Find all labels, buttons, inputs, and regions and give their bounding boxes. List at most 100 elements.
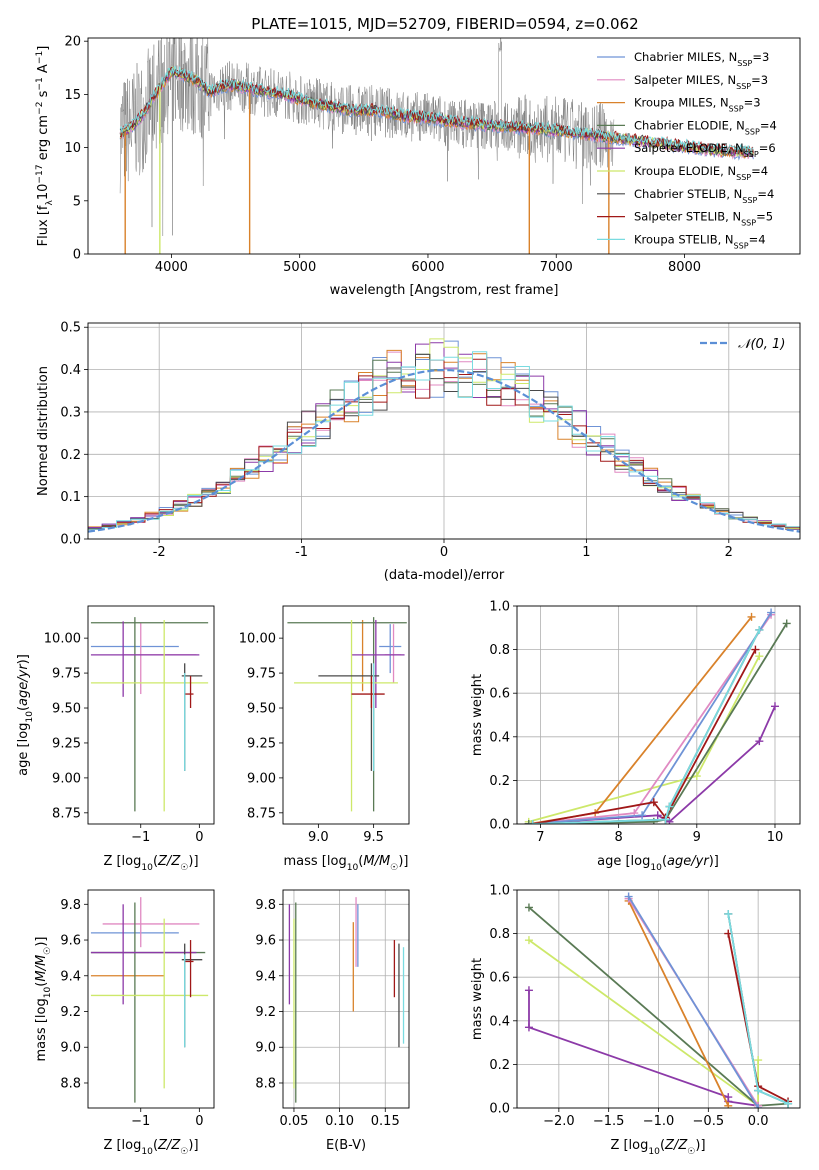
y-axis-label: Normed distribution bbox=[36, 366, 51, 496]
figure-title: PLATE=1015, MJD=52709, FIBERID=0594, z=0… bbox=[251, 15, 638, 33]
y-tick-label: 9.0 bbox=[255, 1041, 276, 1056]
axes-frame bbox=[516, 605, 801, 825]
y-tick-label: 9.75 bbox=[52, 667, 81, 682]
legend-entry: Kroupa ELODIE, NSSP=4 bbox=[634, 164, 768, 182]
point-marker bbox=[524, 936, 533, 945]
y-tick-label: 9.2 bbox=[60, 1005, 81, 1020]
x-axis-label: Z [log10(Z/Z☉)] bbox=[103, 854, 198, 873]
x-tick-label: 0 bbox=[195, 830, 203, 845]
x-axis-label: age [log10(age/yr)] bbox=[597, 854, 719, 873]
y-tick-label: 10.00 bbox=[239, 632, 276, 647]
legend-entry: Salpeter ELODIE, NSSP=6 bbox=[634, 141, 776, 159]
y-tick-label: 9.8 bbox=[60, 898, 81, 913]
x-tick-label: 2 bbox=[725, 545, 733, 560]
x-tick-label: 8000 bbox=[668, 260, 701, 275]
plot-area-weight-age bbox=[524, 608, 791, 824]
y-tick-label: 0.0 bbox=[489, 818, 510, 833]
series-line bbox=[627, 900, 730, 1107]
y-tick-label: 20 bbox=[64, 35, 81, 50]
x-tick-label: 9.5 bbox=[363, 830, 384, 845]
y-tick-label: 9.2 bbox=[255, 1005, 276, 1020]
legend-entry: Kroupa MILES, NSSP=3 bbox=[634, 96, 761, 114]
point-marker bbox=[624, 892, 633, 901]
axes-frame bbox=[282, 889, 410, 1109]
panel-weight-Z: −2.0 −1.5 −1.0 −0.5 0.0 0.0 0.2 0.4 0.6 0.8 1.0 mas… bbox=[470, 884, 801, 1157]
y-tick-label: 1.0 bbox=[489, 884, 510, 899]
x-tick-label: 7 bbox=[536, 830, 544, 845]
series-chabrier-miles bbox=[524, 608, 776, 824]
x-tick-label: −1 bbox=[131, 830, 150, 845]
y-axis-label: mass weight bbox=[470, 958, 485, 1040]
errorbar-point bbox=[184, 940, 194, 998]
errorbar-point bbox=[384, 624, 402, 683]
x-axis-label: E(B-V) bbox=[326, 1138, 366, 1153]
x-tick-label: 0.0 bbox=[748, 1114, 769, 1129]
series-kroupa-elodie bbox=[524, 936, 763, 1108]
point-marker bbox=[665, 802, 674, 811]
y-tick-label: 9.6 bbox=[255, 934, 276, 949]
y-tick-label: 8.8 bbox=[60, 1076, 81, 1091]
y-tick-label: 9.8 bbox=[255, 898, 276, 913]
series-line bbox=[528, 939, 759, 1108]
x-tick-label: 9.0 bbox=[308, 830, 329, 845]
errorbar-point bbox=[90, 904, 197, 1005]
point-marker bbox=[782, 619, 791, 628]
data-spectrum-line bbox=[119, 38, 615, 237]
y-tick-label: 8.75 bbox=[52, 806, 81, 821]
y-tick-label: 9.25 bbox=[247, 736, 276, 751]
x-tick-label: 0 bbox=[440, 545, 448, 560]
y-tick-label: 0.1 bbox=[60, 490, 81, 505]
point-marker bbox=[528, 820, 537, 824]
x-tick-label: 10 bbox=[767, 830, 784, 845]
series-line bbox=[532, 629, 761, 824]
histogram-step bbox=[88, 351, 800, 530]
x-tick-label: −1.5 bbox=[593, 1114, 625, 1129]
x-tick-label: 6000 bbox=[411, 260, 444, 275]
errorbar-point bbox=[90, 619, 209, 812]
panel-mass-Z: −1 0 8.8 9.0 9.2 9.4 9.6 9.8 Z [log10(Z/Z☉)] mass… bbox=[34, 889, 215, 1157]
x-tick-label: −1 bbox=[131, 1114, 150, 1129]
frame-weight-age: 7 8 9 10 0.0 0.2 0.4 0.6 0.8 1.0 mass weight age [l… bbox=[470, 600, 801, 873]
y-tick-label: 8.8 bbox=[255, 1076, 276, 1091]
y-tick-label: 10 bbox=[64, 141, 81, 156]
y-tick-label: 0.3 bbox=[60, 405, 81, 420]
y-axis-label: mass [log10(M/M☉)] bbox=[34, 937, 53, 1062]
y-tick-label: 9.4 bbox=[60, 969, 81, 984]
x-tick-label: −0.5 bbox=[693, 1114, 725, 1129]
errorbar-point bbox=[379, 624, 402, 674]
y-tick-label: 0.2 bbox=[60, 448, 81, 463]
y-tick-label: 9.0 bbox=[60, 1041, 81, 1056]
x-tick-label: 0 bbox=[195, 1114, 203, 1129]
series-line bbox=[627, 896, 759, 1108]
x-axis-label: Z [log10(Z/Z☉)] bbox=[610, 1138, 705, 1157]
y-axis-label: mass weight bbox=[470, 674, 485, 756]
y-tick-label: 9.25 bbox=[52, 736, 81, 751]
x-tick-label: 0.05 bbox=[279, 1114, 308, 1129]
frame-mass-Z: −1 0 8.8 9.0 9.2 9.4 9.6 9.8 Z [log10(Z/Z☉)] mass… bbox=[34, 889, 215, 1157]
legend-entry: Kroupa STELIB, NSSP=4 bbox=[634, 232, 766, 250]
point-marker bbox=[653, 811, 662, 820]
frame-weight-Z: −2.0 −1.5 −1.0 −0.5 0.0 0.0 0.2 0.4 0.6 0.8 1.0 mas… bbox=[470, 884, 801, 1157]
point-marker bbox=[747, 612, 756, 621]
y-tick-label: 15 bbox=[64, 88, 81, 103]
normal-curve bbox=[88, 368, 800, 533]
axes-frame bbox=[87, 322, 801, 540]
y-tick-label: 9.4 bbox=[255, 969, 276, 984]
y-tick-label: 0.2 bbox=[489, 774, 510, 789]
x-tick-label: 9 bbox=[693, 830, 701, 845]
axes-frame bbox=[516, 889, 801, 1109]
panel-mass-ebv: 0.05 0.10 0.15 8.8 9.0 9.2 9.4 9.6 9.8 E(B-V) bbox=[255, 889, 410, 1153]
y-tick-label: 0.0 bbox=[489, 1102, 510, 1117]
model-line bbox=[119, 66, 754, 155]
panel-weight-age: 7 8 9 10 0.0 0.2 0.4 0.6 0.8 1.0 mass weight age [l… bbox=[470, 600, 801, 873]
axes-frame bbox=[282, 605, 410, 825]
panel-spectrum: 4000 5000 6000 7000 8000 0 5 10 15 20 wavelength [… bbox=[35, 35, 801, 298]
x-tick-label: 7000 bbox=[540, 260, 573, 275]
plot-area-age-Z bbox=[90, 617, 209, 812]
y-tick-label: 0.8 bbox=[489, 927, 510, 942]
plot-area-mass-Z bbox=[90, 897, 209, 1103]
y-axis-label: Flux [fλ10−17 erg cm−2 s−1 A−1] bbox=[35, 46, 55, 247]
y-tick-label: 10.00 bbox=[44, 632, 81, 647]
series-kroupa-miles bbox=[524, 612, 756, 824]
